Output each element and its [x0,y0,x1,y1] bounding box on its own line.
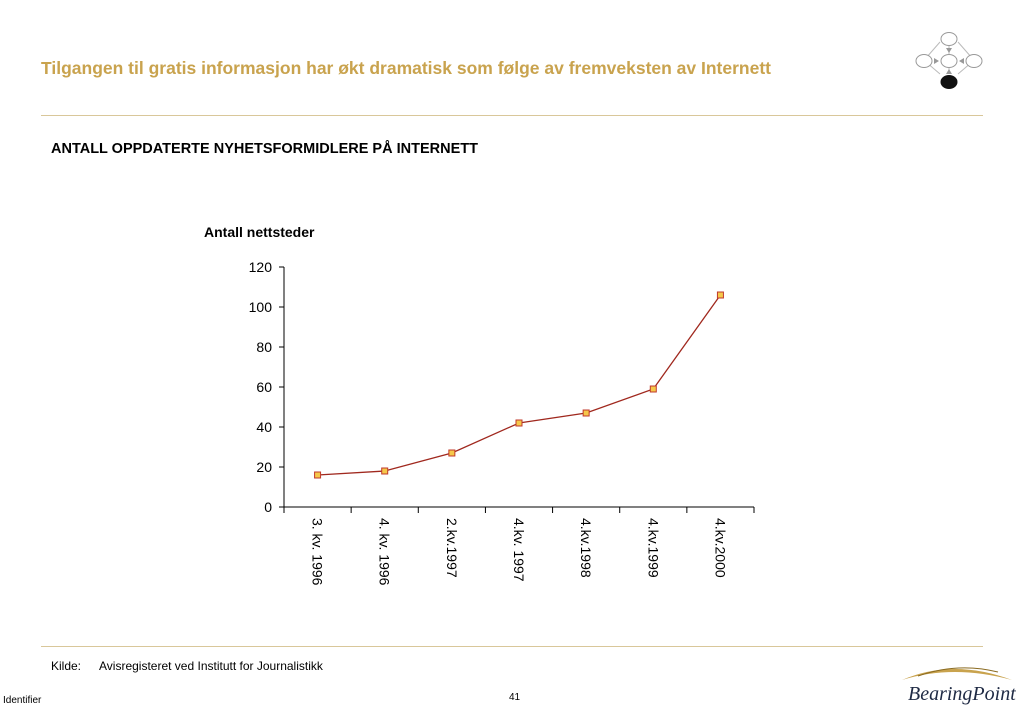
source-text: Avisregisteret ved Institutt for Journal… [99,659,323,673]
y-tick-label: 60 [256,379,272,395]
identifier-text: Identifier [3,695,42,706]
y-axis-label: Antall nettsteder [204,224,315,240]
footer-divider [41,646,983,647]
x-tick-label: 3. kv. 1996 [310,518,326,586]
y-tick-label: 20 [256,459,272,475]
bearingpoint-logo: BearingPoint [902,667,1016,705]
data-point [582,409,590,417]
chart-subtitle: ANTALL OPPDATERTE NYHETSFORMIDLERE PÅ IN… [51,141,478,157]
y-tick-label: 80 [256,339,272,355]
source-label: Kilde: [51,659,82,673]
series-line [317,294,721,476]
page-number: 41 [509,692,521,703]
x-tick-label: 4.kv.1998 [578,518,594,578]
y-tick-label: 120 [249,259,273,275]
data-point [649,385,657,393]
data-point [381,467,389,475]
logo-text: BearingPoint [908,683,1016,705]
y-tick-label: 0 [264,499,272,515]
data-point [716,291,724,299]
slide-title: Tilgangen til gratis informasjon har økt… [41,58,772,78]
x-tick-label: 4.kv. 1997 [511,518,527,582]
data-point [515,419,523,427]
y-tick-label: 100 [249,299,273,315]
header-divider [41,115,983,116]
x-tick-label: 2.kv.1997 [444,518,460,578]
navigation-diagram-icon [915,32,983,89]
y-tick-label: 40 [256,419,272,435]
x-tick-label: 4.kv.1999 [645,518,661,578]
x-tick-label: 4.kv.2000 [712,518,728,578]
data-point [314,471,322,479]
x-tick-label: 4. kv. 1996 [377,518,393,586]
data-point [448,449,456,457]
